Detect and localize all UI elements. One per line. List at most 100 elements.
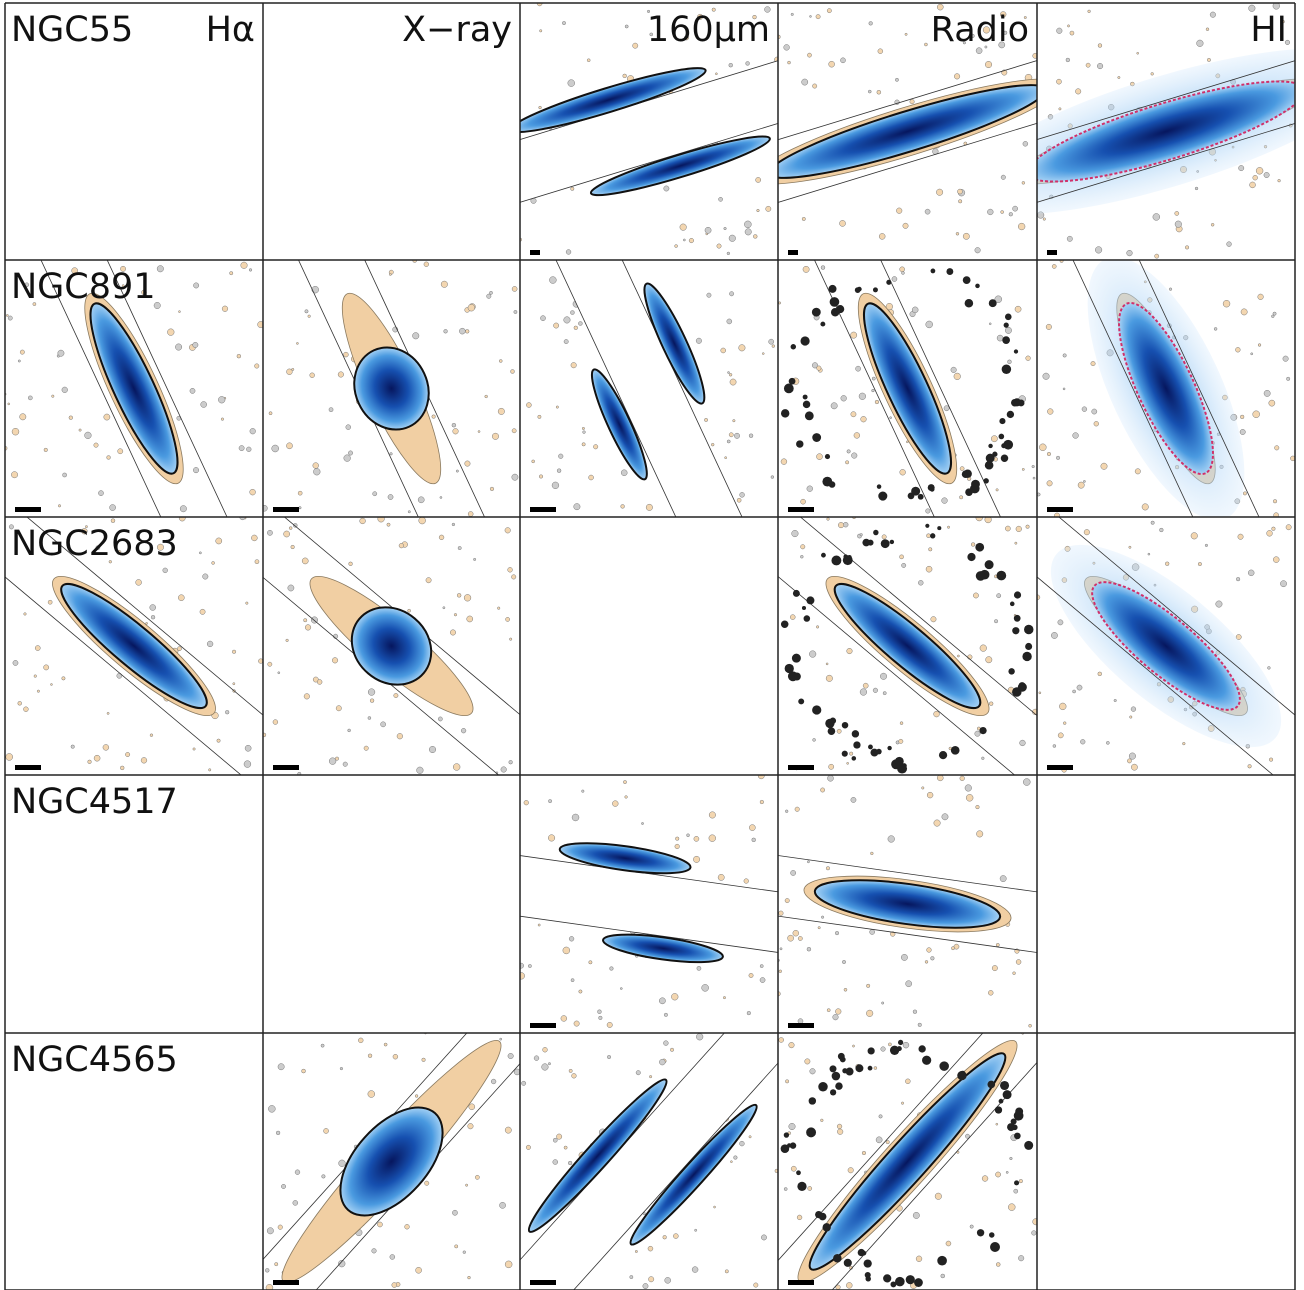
speckle <box>1129 753 1136 760</box>
speckle <box>1243 492 1246 495</box>
speckle <box>851 797 856 802</box>
point-source <box>1024 1141 1033 1150</box>
point-source <box>988 444 992 448</box>
speckle <box>916 1256 922 1262</box>
speckle <box>440 496 442 498</box>
scale-bar <box>1047 765 1073 770</box>
point-source <box>918 1045 925 1052</box>
speckle <box>905 1079 910 1084</box>
speckle <box>62 387 68 393</box>
galaxy <box>238 996 546 1290</box>
point-source <box>962 470 970 478</box>
speckle <box>900 722 903 725</box>
point-source <box>931 269 936 274</box>
point-source <box>812 308 821 317</box>
speckle <box>648 1246 653 1251</box>
speckle <box>563 947 570 954</box>
speckle <box>582 790 585 793</box>
point-source <box>989 299 997 307</box>
speckle <box>827 775 833 781</box>
speckle <box>1272 527 1276 531</box>
speckle <box>1073 690 1076 693</box>
speckle <box>399 543 404 548</box>
speckle <box>1153 213 1160 220</box>
column-header: 160μm <box>647 10 770 50</box>
speckle <box>927 792 933 798</box>
speckle <box>1142 504 1148 510</box>
speckle <box>829 764 834 769</box>
speckle <box>94 443 98 447</box>
speckle <box>23 707 28 712</box>
speckle <box>875 400 879 404</box>
column-header: HI <box>1250 10 1287 50</box>
speckle <box>1240 429 1245 434</box>
speckle <box>927 534 931 538</box>
point-source <box>818 1082 827 1091</box>
speckle <box>1094 421 1099 426</box>
speckle <box>888 836 895 843</box>
speckle <box>48 600 52 604</box>
speckle <box>636 1070 640 1074</box>
speckle <box>212 561 215 564</box>
speckle <box>791 1166 796 1171</box>
speckle <box>35 645 40 650</box>
speckle <box>1267 666 1270 669</box>
speckle <box>1067 25 1069 27</box>
speckle <box>729 292 733 296</box>
speckle <box>936 189 942 195</box>
panel-content <box>261 201 518 576</box>
scale-bar <box>15 765 41 770</box>
speckle <box>946 1241 951 1246</box>
speckle <box>868 90 871 93</box>
speckle <box>1082 407 1087 412</box>
speckle <box>452 1210 457 1215</box>
speckle <box>85 432 92 439</box>
speckle <box>856 366 861 371</box>
speckle <box>1008 1204 1015 1211</box>
speckle <box>313 463 319 469</box>
speckle <box>589 961 592 964</box>
speckle <box>232 650 236 654</box>
speckle <box>985 61 992 68</box>
speckle <box>71 745 75 749</box>
speckle <box>996 1123 998 1125</box>
speckle <box>475 1175 479 1179</box>
speckle <box>1014 1189 1018 1193</box>
speckle <box>1239 165 1244 170</box>
speckle <box>94 755 100 761</box>
speckle <box>193 748 195 750</box>
speckle <box>1063 354 1066 357</box>
speckle <box>664 1013 667 1016</box>
speckle <box>942 498 948 504</box>
speckle <box>625 25 628 28</box>
speckle <box>744 879 749 884</box>
speckle <box>976 831 982 837</box>
speckle <box>1008 360 1012 364</box>
point-source <box>830 1089 836 1095</box>
speckle <box>1005 526 1010 531</box>
point-source <box>1004 322 1009 327</box>
speckle <box>623 780 626 783</box>
speckle <box>549 277 556 284</box>
speckle <box>201 401 207 407</box>
speckle <box>620 987 622 989</box>
panel-content <box>778 204 1035 574</box>
point-source <box>791 344 796 349</box>
speckle <box>663 1235 667 1239</box>
speckle <box>1269 400 1275 406</box>
speckle <box>785 810 788 813</box>
galaxy-name: NGC891 <box>11 267 156 307</box>
speckle <box>670 1048 673 1051</box>
speckle <box>329 758 336 765</box>
speckle <box>800 555 803 558</box>
point-source <box>793 590 800 597</box>
point-source <box>847 555 851 559</box>
speckle <box>980 645 987 652</box>
panel-content <box>743 501 1073 791</box>
point-source <box>823 1223 831 1231</box>
speckle <box>582 427 584 429</box>
column-header: Hα <box>206 10 255 50</box>
speckle <box>925 960 928 963</box>
speckle <box>781 459 787 465</box>
point-source <box>784 1132 789 1137</box>
